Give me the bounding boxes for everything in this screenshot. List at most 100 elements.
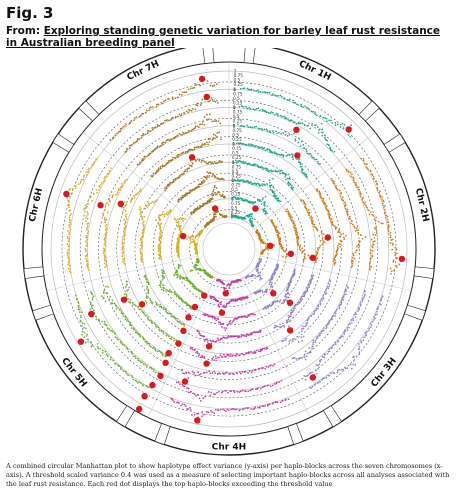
data-point bbox=[335, 308, 338, 311]
data-point bbox=[196, 158, 199, 161]
data-point bbox=[308, 152, 311, 155]
data-point bbox=[105, 223, 108, 226]
data-point bbox=[145, 295, 148, 297]
data-point bbox=[308, 286, 310, 289]
data-point bbox=[190, 390, 192, 393]
data-point bbox=[139, 334, 141, 337]
data-point bbox=[308, 280, 311, 282]
data-point bbox=[311, 122, 314, 125]
data-point bbox=[263, 207, 266, 210]
data-point bbox=[194, 125, 197, 128]
data-point bbox=[125, 295, 128, 298]
data-point bbox=[277, 113, 279, 116]
data-point bbox=[269, 286, 272, 288]
data-point bbox=[186, 408, 189, 410]
band-notch bbox=[23, 266, 45, 279]
data-point bbox=[188, 167, 190, 170]
data-point bbox=[280, 379, 283, 382]
data-point bbox=[168, 119, 170, 122]
data-point bbox=[295, 231, 297, 233]
data-point bbox=[317, 160, 319, 163]
data-point bbox=[159, 241, 162, 244]
data-point bbox=[201, 354, 204, 357]
tick-label: 0.75 bbox=[233, 110, 243, 115]
data-point bbox=[114, 134, 117, 136]
data-point bbox=[258, 200, 261, 202]
data-point bbox=[187, 377, 190, 379]
data-point bbox=[305, 148, 307, 151]
data-point bbox=[125, 203, 128, 206]
data-point bbox=[231, 322, 233, 324]
data-point bbox=[336, 123, 339, 126]
data-point bbox=[221, 195, 224, 198]
data-point bbox=[301, 169, 304, 171]
data-point bbox=[381, 295, 384, 298]
data-point bbox=[133, 117, 136, 119]
data-point bbox=[384, 208, 386, 211]
data-point bbox=[277, 232, 280, 235]
data-point bbox=[193, 148, 196, 151]
data-point bbox=[334, 228, 337, 230]
data-point bbox=[353, 257, 356, 260]
data-point bbox=[143, 313, 146, 315]
data-point bbox=[104, 209, 106, 211]
data-point bbox=[141, 261, 144, 263]
data-point bbox=[157, 167, 160, 169]
data-point bbox=[137, 333, 140, 336]
data-point bbox=[321, 197, 323, 200]
data-point bbox=[305, 150, 308, 153]
data-point bbox=[245, 143, 248, 146]
data-point bbox=[364, 291, 366, 293]
data-point bbox=[186, 170, 189, 172]
data-point bbox=[206, 313, 209, 316]
data-point bbox=[285, 249, 287, 252]
data-point bbox=[349, 175, 352, 178]
top-haplo-block-point bbox=[287, 250, 294, 257]
data-point bbox=[334, 256, 336, 259]
data-point bbox=[217, 305, 220, 308]
data-point bbox=[105, 285, 107, 288]
data-point bbox=[159, 226, 162, 228]
data-point bbox=[319, 196, 322, 199]
data-point bbox=[268, 279, 271, 282]
data-point bbox=[193, 372, 196, 374]
data-point bbox=[213, 359, 216, 361]
data-point bbox=[161, 274, 164, 277]
data-point bbox=[308, 108, 311, 111]
data-point bbox=[195, 351, 197, 354]
data-point bbox=[216, 192, 218, 195]
data-point bbox=[150, 366, 153, 369]
data-point bbox=[158, 328, 160, 330]
data-point bbox=[259, 278, 261, 281]
band-notch bbox=[78, 100, 100, 122]
data-point bbox=[360, 340, 362, 342]
article-title-link[interactable]: Exploring standing genetic variation for… bbox=[6, 25, 441, 49]
data-point bbox=[295, 228, 298, 230]
data-point bbox=[355, 249, 358, 252]
data-point bbox=[307, 124, 309, 127]
data-point bbox=[337, 244, 339, 247]
data-point bbox=[361, 198, 364, 201]
data-point bbox=[163, 215, 166, 218]
data-point bbox=[219, 337, 222, 340]
threshold-points bbox=[63, 75, 406, 424]
data-point bbox=[195, 160, 198, 162]
data-point bbox=[75, 185, 77, 188]
data-point bbox=[189, 87, 192, 90]
data-point bbox=[293, 121, 296, 124]
data-point bbox=[239, 87, 242, 90]
data-point bbox=[269, 385, 272, 387]
data-point bbox=[261, 198, 264, 201]
data-point bbox=[351, 260, 354, 263]
data-point bbox=[287, 325, 290, 328]
data-point bbox=[252, 144, 254, 147]
data-point bbox=[248, 144, 250, 147]
data-point bbox=[196, 350, 199, 353]
data-point bbox=[218, 356, 221, 359]
data-point bbox=[302, 325, 304, 328]
data-point bbox=[129, 121, 131, 124]
tick-label: 0 bbox=[232, 160, 235, 165]
data-point bbox=[282, 115, 285, 118]
data-point bbox=[180, 93, 183, 96]
data-point bbox=[177, 156, 179, 158]
